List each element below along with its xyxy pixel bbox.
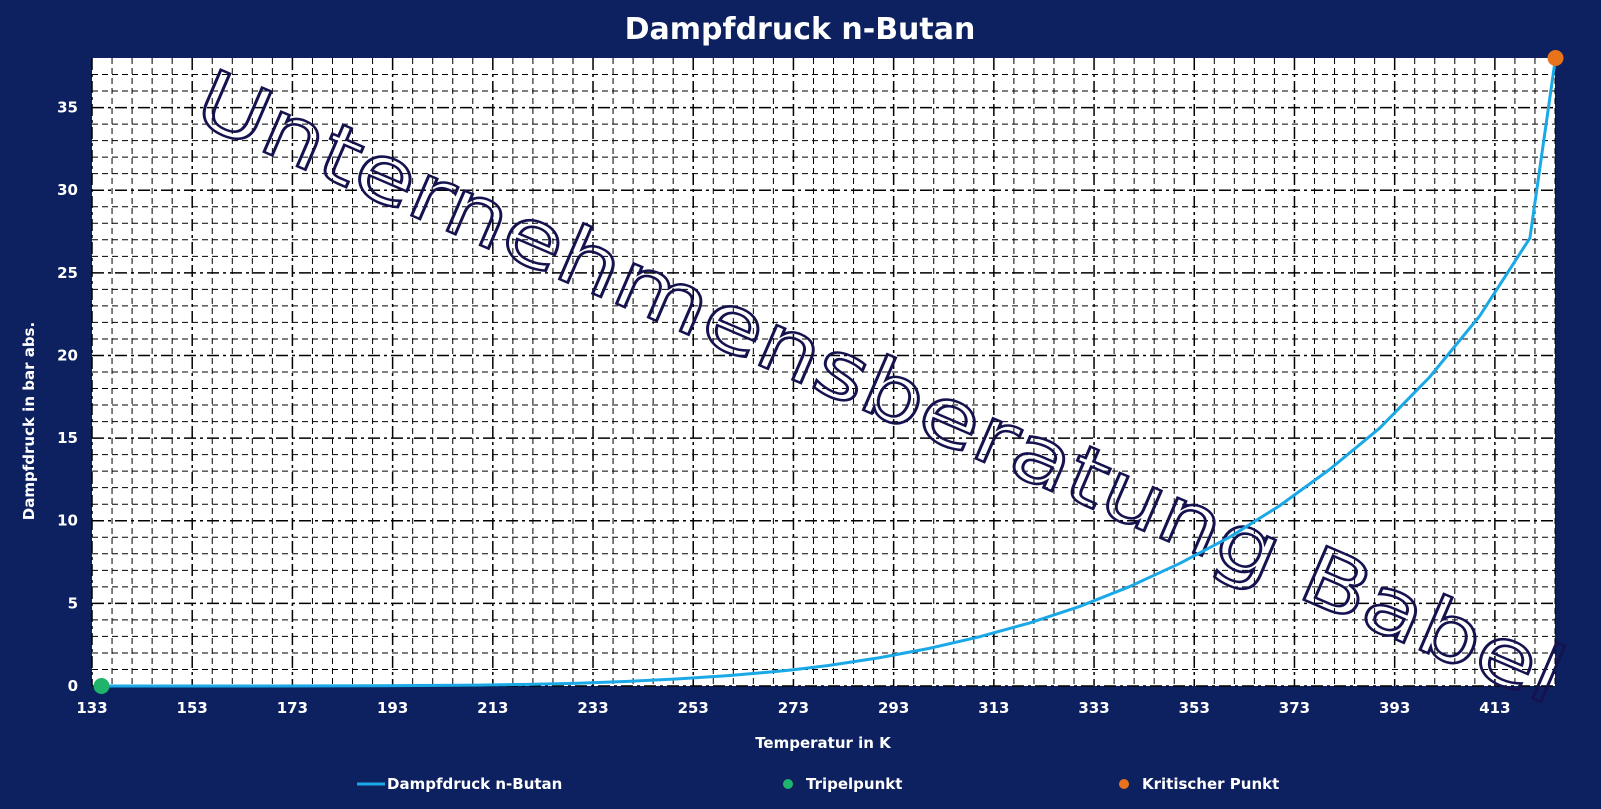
x-tick-label: 173 <box>277 699 308 717</box>
tripelpunkt-marker <box>93 677 110 694</box>
legend-swatch-marker <box>783 779 793 789</box>
x-tick-label: 193 <box>377 699 408 717</box>
minor-gridlines <box>92 58 1556 686</box>
x-tick-label: 253 <box>678 699 709 717</box>
y-tick-label: 15 <box>57 429 78 447</box>
series-layer <box>93 50 1564 694</box>
x-tick-label: 353 <box>1179 699 1210 717</box>
y-tick-label: 10 <box>57 512 78 530</box>
x-tick-label: 313 <box>978 699 1009 717</box>
x-tick-label: 233 <box>577 699 608 717</box>
x-tick-label: 213 <box>477 699 508 717</box>
x-tick-label: 133 <box>76 699 107 717</box>
y-tick-label: 5 <box>68 594 78 612</box>
y-axis-label: Dampfdruck in bar abs. <box>20 322 38 520</box>
x-tick-label: 293 <box>878 699 909 717</box>
y-axis-ticks: 0 5 10 15 20 25 30 35 <box>57 99 78 695</box>
x-tick-label: 373 <box>1279 699 1310 717</box>
y-tick-label: 30 <box>57 181 78 199</box>
x-axis-ticks: 133 153 173 193 213 233 253 273 293 313 333 353 373 3… <box>76 699 1510 717</box>
x-tick-label: 413 <box>1479 699 1510 717</box>
x-tick-label: 393 <box>1379 699 1410 717</box>
x-tick-label: 273 <box>778 699 809 717</box>
kritischer-punkt-marker <box>1547 50 1564 66</box>
chart-title: Dampfdruck n-Butan <box>625 12 976 47</box>
y-tick-label: 35 <box>57 99 78 117</box>
legend-swatch-marker <box>1119 779 1129 789</box>
series-line-dampfdruck <box>101 57 1557 688</box>
legend-label: Kritischer Punkt <box>1142 775 1279 793</box>
legend-label: Tripelpunkt <box>806 775 902 793</box>
x-axis-label: Temperatur in K <box>755 734 892 752</box>
legend: Dampfdruck n-Butan Tripelpunkt Kritischer … <box>357 775 1279 793</box>
y-tick-label: 25 <box>57 264 78 282</box>
x-tick-label: 333 <box>1078 699 1109 717</box>
y-tick-label: 20 <box>57 346 78 364</box>
major-gridlines <box>91 58 1555 687</box>
x-tick-label: 153 <box>177 699 208 717</box>
legend-label: Dampfdruck n-Butan <box>387 775 562 793</box>
y-tick-label: 0 <box>68 677 78 695</box>
